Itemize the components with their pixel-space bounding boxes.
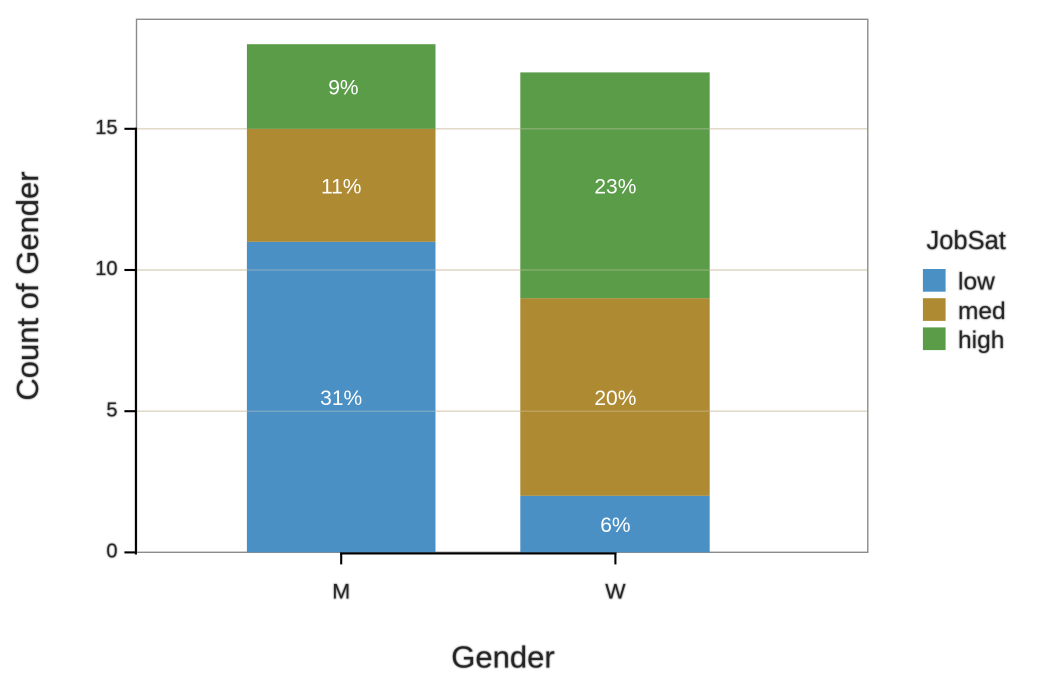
svg-text:5: 5	[106, 399, 117, 421]
svg-text:W: W	[605, 580, 626, 604]
svg-text:Count of Gender: Count of Gender	[10, 171, 45, 400]
svg-text:low: low	[958, 269, 995, 296]
svg-text:low: low	[958, 269, 995, 296]
svg-text:high: high	[958, 327, 1004, 354]
svg-text:15: 15	[95, 117, 117, 139]
svg-text:6%: 6%	[600, 514, 630, 537]
svg-text:Gender: Gender	[451, 640, 554, 675]
svg-text:JobSat: JobSat	[927, 227, 1006, 255]
svg-text:10: 10	[95, 258, 117, 280]
svg-text:15: 15	[95, 117, 117, 139]
svg-text:20%: 20%	[594, 387, 636, 410]
svg-text:0: 0	[106, 541, 117, 563]
svg-text:9%: 9%	[328, 77, 358, 100]
svg-text:0: 0	[106, 541, 117, 563]
svg-text:W: W	[605, 580, 626, 604]
svg-text:med: med	[958, 298, 1006, 325]
svg-text:23%: 23%	[594, 175, 636, 198]
svg-text:high: high	[958, 327, 1004, 354]
svg-text:M: M	[332, 580, 350, 604]
svg-text:5: 5	[106, 399, 117, 421]
svg-text:Gender: Gender	[451, 640, 554, 675]
svg-text:JobSat: JobSat	[927, 227, 1006, 255]
svg-text:M: M	[332, 580, 350, 604]
svg-text:11%: 11%	[321, 175, 361, 198]
svg-text:31%: 31%	[320, 387, 362, 410]
svg-text:med: med	[958, 298, 1006, 325]
svg-text:10: 10	[95, 258, 117, 280]
svg-text:Count of Gender: Count of Gender	[10, 171, 45, 400]
